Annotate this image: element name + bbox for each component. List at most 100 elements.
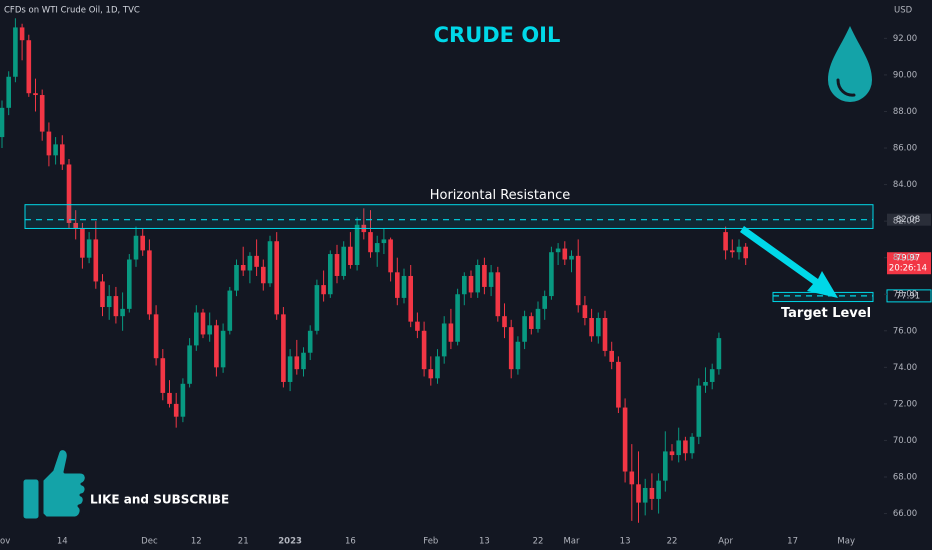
x-tick-label: 17 bbox=[787, 537, 798, 547]
candle-body bbox=[482, 265, 487, 287]
x-tick-label: 16 bbox=[345, 537, 356, 547]
candle-body bbox=[622, 407, 628, 472]
candle-body bbox=[636, 484, 641, 503]
candle-body bbox=[348, 246, 353, 265]
candle-body bbox=[46, 131, 52, 156]
y-tick-label: 88.00 bbox=[893, 107, 917, 117]
candle-body bbox=[100, 281, 105, 308]
target-price: 77.91 bbox=[896, 291, 920, 301]
candle-body bbox=[106, 296, 112, 308]
candle-body bbox=[113, 296, 119, 317]
candle-body bbox=[689, 436, 695, 454]
candle-body bbox=[127, 259, 132, 309]
candle-body bbox=[455, 294, 460, 342]
title: CRUDE OIL bbox=[434, 23, 561, 47]
candle-body bbox=[220, 330, 226, 368]
candle-body bbox=[549, 252, 554, 297]
candle-body bbox=[374, 243, 380, 253]
candle-body bbox=[515, 341, 521, 370]
candle-body bbox=[341, 246, 346, 276]
candle-body bbox=[274, 241, 279, 315]
target-label: Target Level bbox=[781, 306, 871, 321]
candle-body bbox=[80, 228, 85, 258]
candle-body bbox=[441, 323, 447, 357]
last-price-box bbox=[887, 252, 931, 275]
overlays: Horizontal Resistance 82.08 Target Level 77… bbox=[24, 188, 932, 321]
y-tick-label: 80.00 bbox=[893, 253, 917, 263]
candle-body bbox=[234, 265, 239, 291]
candle-body bbox=[462, 275, 467, 295]
y-tick-label: 74.00 bbox=[893, 363, 917, 373]
candle-body bbox=[261, 266, 266, 284]
y-tick-label: 90.00 bbox=[893, 70, 917, 80]
x-tick-label: 22 bbox=[533, 537, 544, 547]
candle-body bbox=[13, 27, 18, 77]
droplet-icon bbox=[828, 26, 872, 102]
y-tick-label: 72.00 bbox=[893, 399, 917, 409]
candle-body bbox=[730, 250, 735, 253]
x-tick-label: 21 bbox=[238, 537, 249, 547]
candle-body bbox=[281, 314, 286, 382]
header: CFDs on WTI Crude Oil, 1D, TVC bbox=[4, 6, 140, 16]
candle-body bbox=[160, 358, 166, 393]
candle-body bbox=[395, 272, 400, 298]
y-tick-label: 92.00 bbox=[893, 34, 917, 44]
candle-body bbox=[649, 487, 655, 499]
candle-body bbox=[26, 40, 32, 94]
candle-body bbox=[696, 385, 702, 437]
candle-body bbox=[93, 239, 99, 282]
candle-body bbox=[60, 144, 65, 165]
candle-body bbox=[716, 338, 722, 370]
candle-body bbox=[314, 285, 320, 331]
candle-body bbox=[542, 296, 547, 309]
candle-body bbox=[616, 361, 621, 408]
candle-body bbox=[529, 316, 534, 329]
candle-body bbox=[381, 239, 387, 244]
candle-body bbox=[522, 316, 527, 342]
y-tick-label: 68.00 bbox=[893, 473, 917, 483]
candle-body bbox=[589, 318, 594, 337]
candle-body bbox=[609, 350, 614, 362]
candle-body bbox=[86, 239, 92, 258]
resistance-zone bbox=[24, 204, 874, 229]
arrow bbox=[740, 226, 838, 298]
candle-body bbox=[435, 356, 440, 379]
candle-body bbox=[415, 321, 420, 331]
x-tick-label: 2023 bbox=[278, 537, 302, 547]
candle-body bbox=[147, 250, 152, 315]
x-tick-label: Nov bbox=[0, 537, 10, 547]
target-price-box bbox=[886, 289, 932, 303]
candle-body bbox=[307, 330, 313, 353]
candle-body bbox=[656, 480, 661, 499]
candle-body bbox=[743, 246, 748, 259]
last-price: 79.97 bbox=[896, 254, 920, 264]
y-tick-label: 66.00 bbox=[893, 509, 917, 519]
candle-body bbox=[328, 254, 333, 295]
candle-body bbox=[247, 255, 253, 271]
candle-body bbox=[475, 265, 480, 293]
candle-body bbox=[401, 275, 407, 298]
x-tick-label: 13 bbox=[620, 537, 631, 547]
candle-body bbox=[194, 312, 199, 346]
candle-body bbox=[408, 275, 413, 322]
candle-body bbox=[596, 318, 601, 337]
countdown: 20:26:14 bbox=[889, 264, 927, 274]
candle-body bbox=[502, 316, 507, 328]
candle-body bbox=[33, 93, 38, 96]
candle-body bbox=[254, 255, 259, 267]
x-tick-label: 13 bbox=[479, 537, 490, 547]
resistance-price: 82.08 bbox=[896, 215, 920, 225]
candle-body bbox=[214, 325, 219, 368]
candle-body bbox=[508, 327, 514, 370]
candle-body bbox=[167, 392, 172, 404]
y-tick-label: 82.00 bbox=[893, 217, 917, 227]
y-tick-label: 76.00 bbox=[893, 326, 917, 336]
x-tick-label: 14 bbox=[57, 537, 68, 547]
candle-body bbox=[555, 248, 561, 253]
marks bbox=[0, 18, 748, 523]
candle-body bbox=[669, 451, 675, 456]
candle-body bbox=[207, 325, 212, 335]
candle-body bbox=[140, 235, 145, 251]
x-tick-label: Apr bbox=[718, 537, 733, 547]
candle-body bbox=[180, 383, 186, 417]
